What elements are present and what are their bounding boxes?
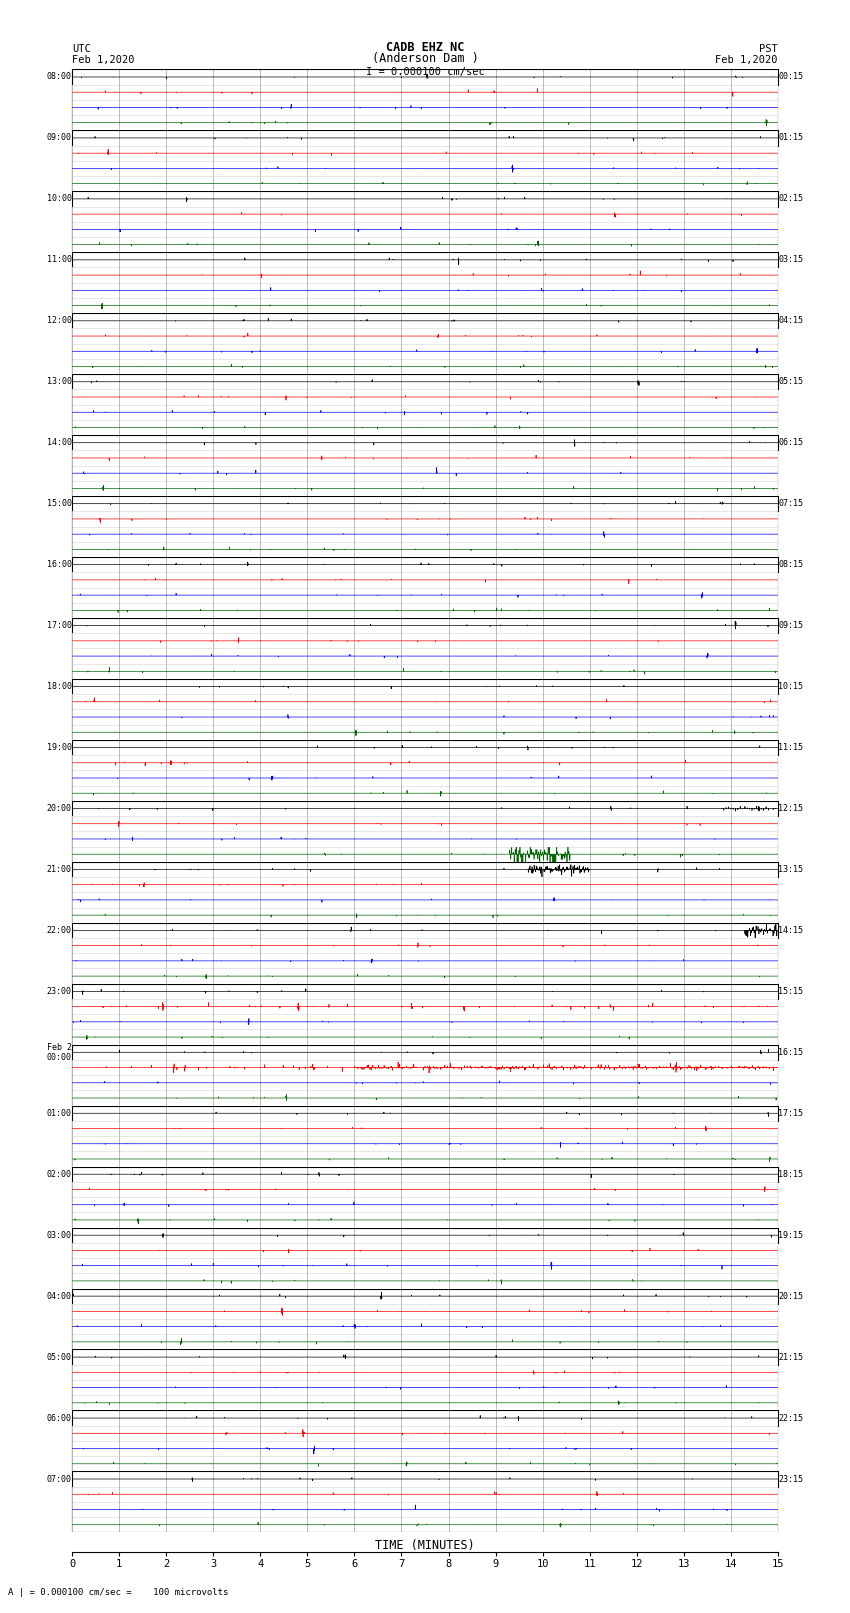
Text: 01:15: 01:15 [779,134,803,142]
Text: 23:00: 23:00 [47,987,71,995]
Text: 18:15: 18:15 [779,1169,803,1179]
Text: 02:15: 02:15 [779,195,803,203]
Text: A | = 0.000100 cm/sec =    100 microvolts: A | = 0.000100 cm/sec = 100 microvolts [8,1587,229,1597]
Text: UTC: UTC [72,44,91,53]
Text: 16:00: 16:00 [47,560,71,569]
Text: 10:00: 10:00 [47,195,71,203]
Text: CADB EHZ NC: CADB EHZ NC [386,40,464,53]
Text: 08:00: 08:00 [47,73,71,82]
Text: 19:00: 19:00 [47,744,71,752]
Text: 07:00: 07:00 [47,1474,71,1484]
Text: 21:15: 21:15 [779,1353,803,1361]
Text: 13:15: 13:15 [779,865,803,874]
Text: 14:15: 14:15 [779,926,803,936]
Text: 06:00: 06:00 [47,1413,71,1423]
Text: 01:00: 01:00 [47,1108,71,1118]
Text: 08:15: 08:15 [779,560,803,569]
Text: I = 0.000100 cm/sec: I = 0.000100 cm/sec [366,66,484,77]
Text: Feb 1,2020: Feb 1,2020 [72,55,135,65]
Text: 18:00: 18:00 [47,682,71,690]
Text: 10:15: 10:15 [779,682,803,690]
Text: 11:15: 11:15 [779,744,803,752]
Text: 09:15: 09:15 [779,621,803,631]
Text: 04:00: 04:00 [47,1292,71,1300]
Text: 06:15: 06:15 [779,439,803,447]
Text: 05:00: 05:00 [47,1353,71,1361]
Text: 05:15: 05:15 [779,377,803,386]
Text: 21:00: 21:00 [47,865,71,874]
Text: 23:15: 23:15 [779,1474,803,1484]
Text: 22:00: 22:00 [47,926,71,936]
Text: PST: PST [759,44,778,53]
Text: 13:00: 13:00 [47,377,71,386]
Text: 11:00: 11:00 [47,255,71,265]
Text: 03:15: 03:15 [779,255,803,265]
Text: Feb 2
00:00: Feb 2 00:00 [47,1042,71,1061]
Text: 20:15: 20:15 [779,1292,803,1300]
Text: 14:00: 14:00 [47,439,71,447]
Text: (Anderson Dam ): (Anderson Dam ) [371,52,479,65]
Text: 09:00: 09:00 [47,134,71,142]
Text: 17:15: 17:15 [779,1108,803,1118]
Text: 20:00: 20:00 [47,803,71,813]
Text: 07:15: 07:15 [779,498,803,508]
Text: 16:15: 16:15 [779,1048,803,1057]
Text: 02:00: 02:00 [47,1169,71,1179]
Text: 15:00: 15:00 [47,498,71,508]
Text: 12:00: 12:00 [47,316,71,326]
Text: 17:00: 17:00 [47,621,71,631]
Text: 19:15: 19:15 [779,1231,803,1240]
Text: 12:15: 12:15 [779,803,803,813]
Text: 00:15: 00:15 [779,73,803,82]
Text: 03:00: 03:00 [47,1231,71,1240]
Text: TIME (MINUTES): TIME (MINUTES) [375,1539,475,1552]
Text: Feb 1,2020: Feb 1,2020 [715,55,778,65]
Text: 15:15: 15:15 [779,987,803,995]
Text: 04:15: 04:15 [779,316,803,326]
Text: 22:15: 22:15 [779,1413,803,1423]
